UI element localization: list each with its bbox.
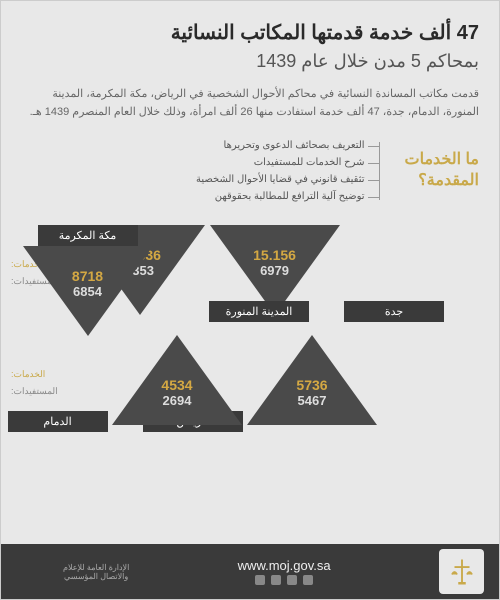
main-title: 47 ألف خدمة قدمتها المكاتب النسائية bbox=[21, 19, 479, 47]
service-item: توضيح آلية الترافع للمطالبة بحقوقهن bbox=[21, 188, 365, 205]
city-label: جدة bbox=[344, 301, 444, 322]
social-icon bbox=[287, 575, 297, 585]
moj-logo bbox=[439, 549, 484, 594]
header: 47 ألف خدمة قدمتها المكاتب النسائية بمحا… bbox=[1, 1, 499, 80]
social-icon bbox=[255, 575, 265, 585]
services-section: ما الخدمات المقدمة؟ التعريف بصحائف الدعو… bbox=[1, 127, 499, 215]
service-item: التعريف بصحائف الدعوى وتحريرها bbox=[21, 137, 365, 154]
scales-icon bbox=[447, 557, 477, 587]
services-value: 8718 bbox=[23, 268, 153, 284]
social-icon bbox=[271, 575, 281, 585]
beneficiaries-value: 2694 bbox=[112, 393, 242, 408]
services-list: التعريف بصحائف الدعوى وتحريرها شرح الخدم… bbox=[21, 137, 390, 205]
org-line-1: الإدارة العامة للإعلام bbox=[63, 563, 129, 572]
city-makkah: مكة المكرمة 8718 6854 bbox=[1, 225, 174, 341]
question-line-2: المقدمة؟ bbox=[405, 171, 479, 192]
infographic-container: 47 ألف خدمة قدمتها المكاتب النسائية بمحا… bbox=[0, 0, 500, 600]
city-label: المدينة المنورة bbox=[209, 301, 309, 322]
footer: www.moj.gov.sa الإدارة العامة للإعلام وا… bbox=[1, 544, 499, 599]
description-text: قدمت مكاتب المساندة النسائية في محاكم ال… bbox=[1, 80, 499, 127]
services-value: 5736 bbox=[247, 377, 377, 393]
social-icons bbox=[141, 575, 427, 585]
beneficiaries-value: 6854 bbox=[23, 284, 153, 299]
org-line-2: والاتصال المؤسسي bbox=[63, 572, 129, 581]
footer-url: www.moj.gov.sa bbox=[141, 558, 427, 573]
footer-org: الإدارة العامة للإعلام والاتصال المؤسسي bbox=[63, 563, 129, 581]
social-icon bbox=[303, 575, 313, 585]
service-item: تثقيف قانوني في قضايا الأحوال الشخصية bbox=[21, 171, 365, 188]
question-line-1: ما الخدمات bbox=[405, 150, 479, 171]
data-triangles: الخدمات: المستفيدات: الخدمات: المستفيدات… bbox=[1, 225, 499, 485]
city-label: الدمام bbox=[8, 411, 108, 432]
vision-icon: 2030 bbox=[16, 555, 51, 585]
vision-2030: 2030 bbox=[16, 555, 51, 588]
services-question: ما الخدمات المقدمة؟ bbox=[405, 150, 479, 192]
beneficiaries-value: 5467 bbox=[247, 393, 377, 408]
subtitle: بمحاكم 5 مدن خلال عام 1439 bbox=[21, 51, 479, 72]
city-dammam: 4534 2694 الدمام bbox=[8, 335, 242, 432]
services-value: 4534 bbox=[112, 377, 242, 393]
service-item: شرح الخدمات للمستفيدات bbox=[21, 154, 365, 171]
city-label: مكة المكرمة bbox=[38, 225, 138, 246]
